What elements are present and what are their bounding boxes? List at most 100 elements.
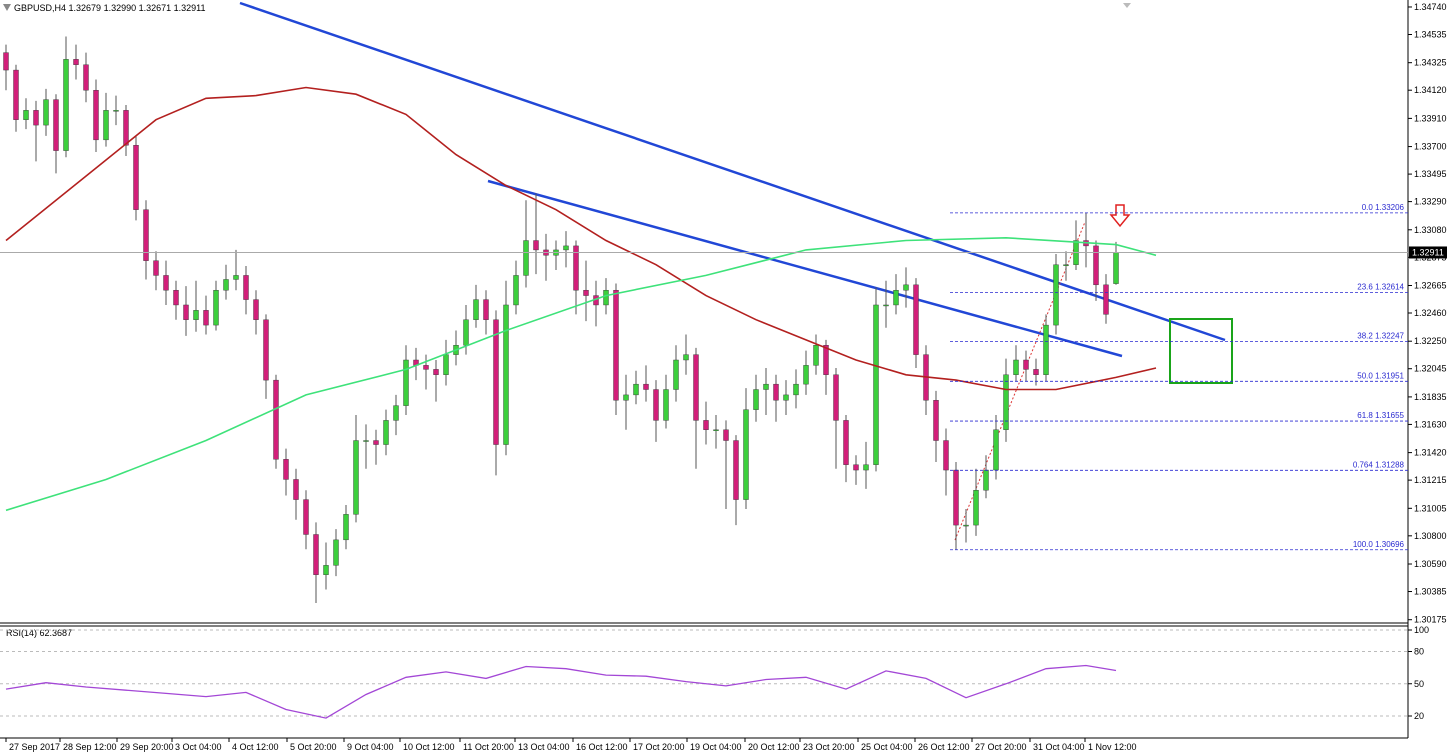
moving-average <box>5 86 1157 391</box>
candle-body <box>193 310 199 320</box>
candle-body <box>493 319 499 445</box>
y-tick-label: 1.33495 <box>1414 169 1447 179</box>
rsi-header: RSI(14) 62.3687 <box>6 628 72 638</box>
candle-body <box>1043 324 1049 375</box>
candle-body <box>173 289 179 306</box>
candle-body <box>743 409 749 500</box>
candle-body <box>503 304 509 445</box>
x-tick-label: 13 Oct 04:00 <box>518 742 570 752</box>
candle-body <box>3 52 9 71</box>
candle-body <box>943 440 949 471</box>
candle-body <box>113 110 119 112</box>
y-tick-label: 80 <box>1414 647 1424 657</box>
y-tick-label: 1.33910 <box>1414 113 1447 123</box>
candle-body <box>403 359 409 406</box>
y-tick-label: 1.34325 <box>1414 58 1447 68</box>
y-tick-label: 1.32045 <box>1414 364 1447 374</box>
candle-body <box>753 389 759 410</box>
candle-body <box>823 345 829 375</box>
candle-body <box>63 59 69 151</box>
candle-body <box>273 379 279 460</box>
candle-body <box>323 565 329 575</box>
candle-body <box>233 275 239 280</box>
candle-body <box>733 440 739 500</box>
x-tick-label: 23 Oct 20:00 <box>803 742 855 752</box>
fib-label: 61.8 1.31655 <box>1357 411 1404 420</box>
x-tick-label: 28 Sep 12:00 <box>63 742 117 752</box>
y-tick-label: 1.33290 <box>1414 197 1447 207</box>
candle-body <box>1113 252 1119 284</box>
trendline <box>487 179 1123 358</box>
y-tick-label: 1.30590 <box>1414 559 1447 569</box>
y-tick-label: 1.31630 <box>1414 419 1447 429</box>
chart-header: GBPUSD,H4 1.32679 1.32990 1.32671 1.3291… <box>14 3 206 13</box>
candle-body <box>153 260 159 276</box>
x-tick-label: 31 Oct 04:00 <box>1033 742 1085 752</box>
candle-body <box>833 374 839 421</box>
candle-body <box>843 420 849 465</box>
y-tick-label: 100 <box>1414 625 1429 635</box>
candle-body <box>913 284 919 355</box>
candle-body <box>83 64 89 91</box>
y-tick-label: 1.32665 <box>1414 280 1447 290</box>
x-tick-label: 5 Oct 20:00 <box>290 742 337 752</box>
candle-body <box>393 405 399 421</box>
candle-body <box>1103 284 1109 315</box>
x-tick-label: 1 Nov 12:00 <box>1088 742 1137 752</box>
candle-body <box>513 275 519 306</box>
candle-body <box>813 345 819 366</box>
rsi-line <box>5 664 1117 719</box>
x-tick-label: 27 Oct 20:00 <box>975 742 1027 752</box>
quote: 1.32679 1.32990 1.32671 1.32911 <box>69 3 206 13</box>
candle-body <box>103 110 109 141</box>
candle-body <box>1063 264 1069 266</box>
candle-body <box>903 284 909 291</box>
candle-body <box>773 383 779 401</box>
candle-body <box>43 99 49 126</box>
candle-body <box>723 429 729 441</box>
x-tick-label: 4 Oct 12:00 <box>232 742 279 752</box>
y-tick-label: 1.30800 <box>1414 531 1447 541</box>
candle-body <box>263 319 269 381</box>
fib-label: 50.0 1.31951 <box>1357 371 1404 380</box>
candle-body <box>293 479 299 500</box>
candle-body <box>93 89 99 141</box>
fib-price-label: 1.30696 <box>1375 540 1404 549</box>
candle-body <box>563 245 569 251</box>
candle-body <box>483 299 489 320</box>
candle-body <box>73 59 79 65</box>
rsi-title: RSI(14) <box>6 628 37 638</box>
candle-body <box>583 289 589 296</box>
candle-body <box>793 383 799 396</box>
y-tick-label: 1.30175 <box>1414 615 1447 625</box>
candle-body <box>703 420 709 430</box>
candle-body <box>993 429 999 471</box>
candle-body <box>313 534 319 575</box>
candle-body <box>433 369 439 375</box>
x-tick-label: 29 Sep 20:00 <box>120 742 174 752</box>
candle-body <box>1023 359 1029 370</box>
y-tick-label: 1.31215 <box>1414 475 1447 485</box>
candle-body <box>863 464 869 471</box>
candle-body <box>373 440 379 445</box>
candle-body <box>1093 245 1099 286</box>
candle-body <box>13 69 19 120</box>
x-tick-label: 9 Oct 04:00 <box>347 742 394 752</box>
scroll-marker <box>1123 3 1131 8</box>
fib-level-label: 0.0 <box>1362 203 1374 212</box>
candle-body <box>653 389 659 421</box>
candle-body <box>303 499 309 535</box>
symbol: GBPUSD,H4 <box>14 3 66 13</box>
candle-body <box>253 299 259 320</box>
candle-body <box>333 539 339 566</box>
candle-body <box>143 209 149 261</box>
candle-body <box>623 394 629 401</box>
fib-price-label: 1.32614 <box>1375 282 1404 291</box>
fib-label: 100.0 1.30696 <box>1353 540 1405 549</box>
y-tick-label: 1.33080 <box>1414 225 1447 235</box>
candle-body <box>243 275 249 300</box>
fib-level-label: 38.2 <box>1357 332 1373 341</box>
y-tick-label: 1.34535 <box>1414 29 1447 39</box>
fib-label: 38.2 1.32247 <box>1357 332 1404 341</box>
